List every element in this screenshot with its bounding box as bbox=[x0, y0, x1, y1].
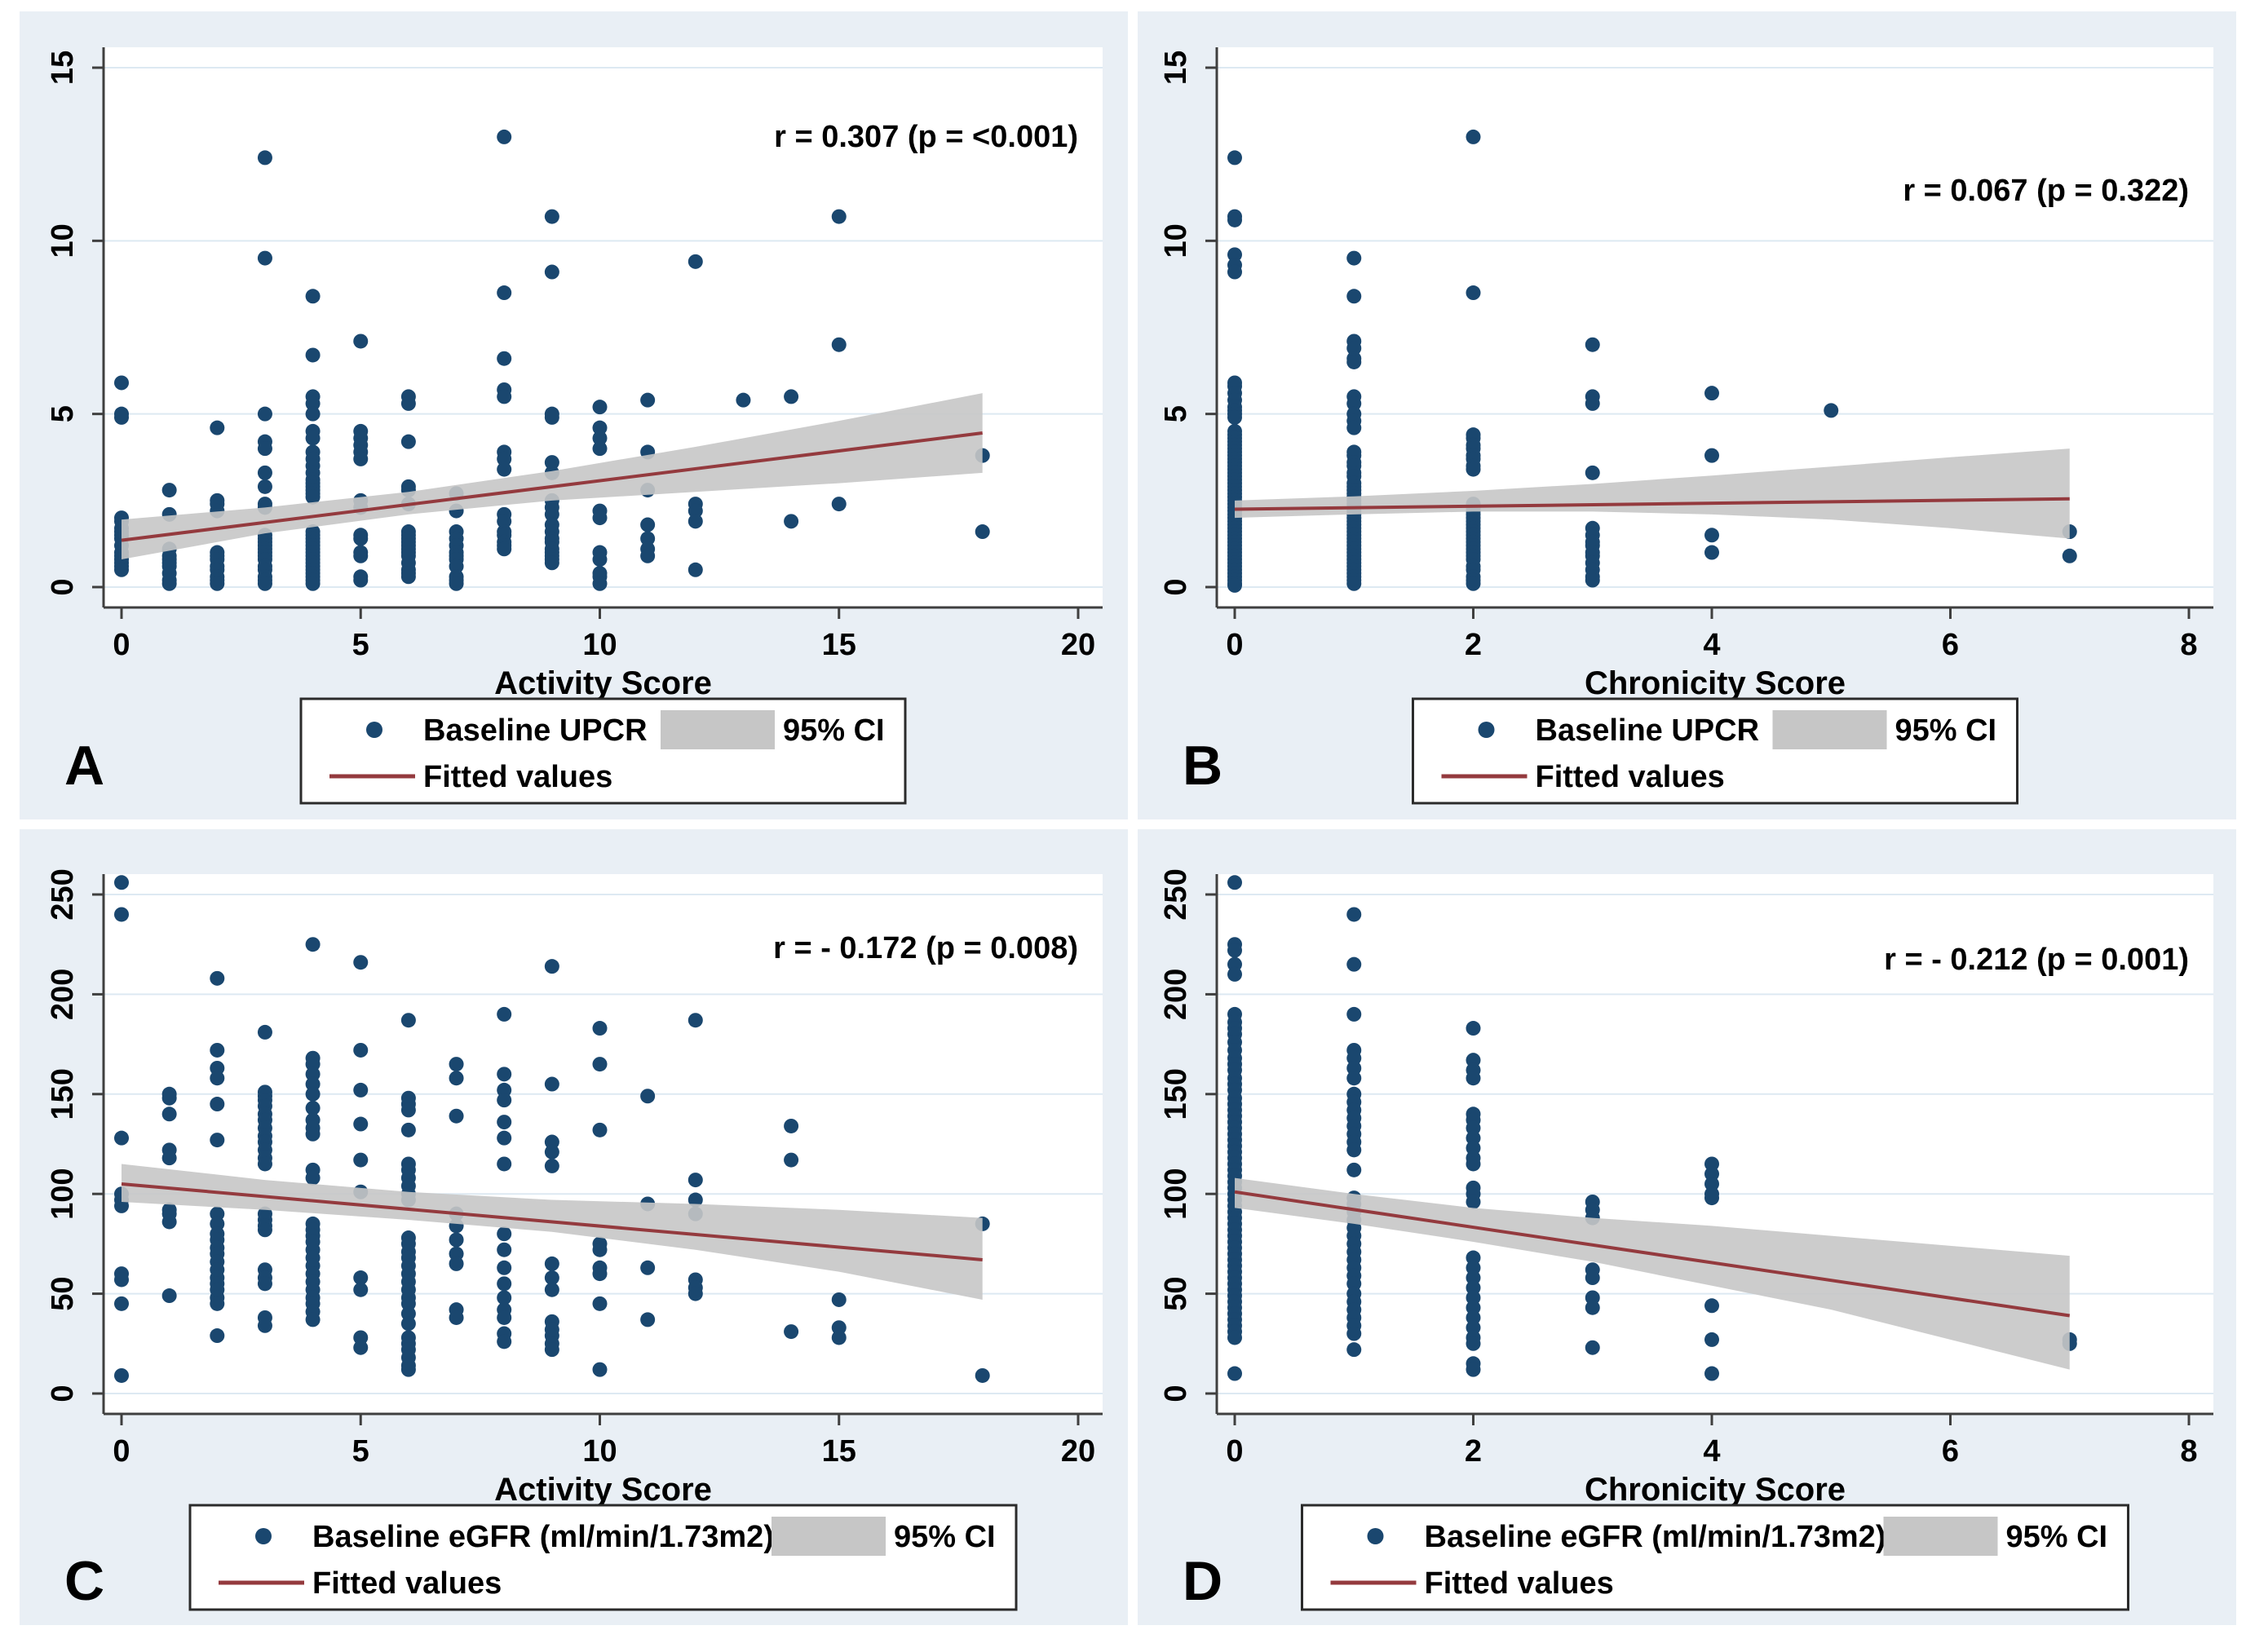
legend-fit-label: Fitted values bbox=[1536, 760, 1725, 794]
svg-text:15: 15 bbox=[46, 51, 80, 85]
correlation-annotation: r = 0.067 (p = 0.322) bbox=[1903, 174, 2189, 208]
svg-text:6: 6 bbox=[1942, 1434, 1959, 1469]
svg-text:50: 50 bbox=[46, 1276, 80, 1310]
svg-text:100: 100 bbox=[1159, 1168, 1193, 1219]
svg-text:200: 200 bbox=[1159, 969, 1193, 1020]
legend-ci-swatch bbox=[1883, 1517, 1998, 1556]
svg-text:250: 250 bbox=[46, 868, 80, 920]
legend-marker-label: Baseline UPCR bbox=[423, 713, 648, 748]
legend-fit-label: Fitted values bbox=[1425, 1566, 1614, 1601]
svg-text:0: 0 bbox=[1226, 628, 1243, 662]
legend-marker-label: Baseline UPCR bbox=[1536, 713, 1760, 748]
svg-text:8: 8 bbox=[2180, 1434, 2197, 1469]
svg-text:4: 4 bbox=[1703, 628, 1720, 662]
svg-text:0: 0 bbox=[1159, 1385, 1193, 1402]
legend-ci-swatch bbox=[1772, 710, 1887, 749]
svg-text:150: 150 bbox=[46, 1068, 80, 1120]
correlation-annotation: r = - 0.172 (p = 0.008) bbox=[773, 931, 1078, 965]
svg-text:8: 8 bbox=[2180, 628, 2197, 662]
legend-marker-dot bbox=[1367, 1528, 1384, 1544]
svg-text:0: 0 bbox=[113, 628, 130, 662]
svg-text:4: 4 bbox=[1703, 1434, 1720, 1469]
legend-ci-swatch bbox=[772, 1517, 886, 1556]
x-axis-title: Activity Score bbox=[494, 1472, 712, 1508]
legend-box bbox=[299, 697, 907, 805]
svg-text:2: 2 bbox=[1465, 1434, 1482, 1469]
svg-text:0: 0 bbox=[46, 578, 80, 595]
legend-marker-dot bbox=[255, 1528, 272, 1544]
panel-letter: A bbox=[64, 735, 104, 797]
svg-text:10: 10 bbox=[1159, 223, 1193, 258]
legend-marker-dot bbox=[366, 722, 382, 738]
svg-text:10: 10 bbox=[46, 223, 80, 258]
panel-a-upcr-vs-activity: 0 5 10 15 20 0 5 10 15 Activity Score r = 0.307 (p… bbox=[20, 11, 1128, 819]
svg-text:50: 50 bbox=[1159, 1276, 1193, 1310]
chart-b-canvas: 0 2 4 6 8 0 5 10 15 Chronicity Score r = 0.067 (p … bbox=[1159, 47, 2213, 805]
svg-text:0: 0 bbox=[1159, 578, 1193, 595]
legend-ci-swatch bbox=[661, 710, 775, 749]
panel-letter: D bbox=[1183, 1550, 1222, 1612]
svg-text:150: 150 bbox=[1159, 1068, 1193, 1120]
x-axis-title: Chronicity Score bbox=[1585, 1472, 1846, 1508]
panel-c-egfr-vs-activity: 0 5 10 15 20 0 50 100 150 200 250 Activity Score r =… bbox=[20, 829, 1128, 1625]
svg-text:2: 2 bbox=[1465, 628, 1482, 662]
svg-text:6: 6 bbox=[1942, 628, 1959, 662]
svg-text:5: 5 bbox=[352, 1434, 369, 1469]
legend-marker-label: Baseline eGFR (ml/min/1.73m2) bbox=[312, 1520, 774, 1554]
svg-text:15: 15 bbox=[822, 1434, 856, 1469]
svg-text:15: 15 bbox=[822, 628, 856, 662]
legend-ci-label: 95% CI bbox=[1895, 713, 1997, 748]
svg-text:10: 10 bbox=[582, 1434, 617, 1469]
correlation-annotation: r = - 0.212 (p = 0.001) bbox=[1884, 943, 2189, 977]
svg-text:15: 15 bbox=[1159, 51, 1193, 85]
legend-ci-label: 95% CI bbox=[2006, 1520, 2108, 1554]
correlation-annotation: r = 0.307 (p = <0.001) bbox=[774, 120, 1078, 154]
legend-box bbox=[1412, 697, 2018, 805]
panel-letter: B bbox=[1183, 735, 1222, 797]
svg-text:5: 5 bbox=[1159, 405, 1193, 422]
legend-ci-label: 95% CI bbox=[894, 1520, 996, 1554]
legend-marker-dot bbox=[1478, 722, 1495, 738]
chart-a-canvas: 0 5 10 15 20 0 5 10 15 Activity Score r = 0.307 (p… bbox=[46, 47, 1103, 805]
svg-text:0: 0 bbox=[46, 1385, 80, 1402]
panel-b-upcr-vs-chronicity: 0 2 4 6 8 0 5 10 15 Chronicity Score r = 0.067 (p … bbox=[1138, 11, 2236, 819]
legend-marker-label: Baseline eGFR (ml/min/1.73m2) bbox=[1425, 1520, 1886, 1554]
svg-text:250: 250 bbox=[1159, 868, 1193, 920]
svg-text:5: 5 bbox=[46, 405, 80, 422]
svg-text:200: 200 bbox=[46, 969, 80, 1020]
svg-text:20: 20 bbox=[1061, 1434, 1095, 1469]
legend-fit-label: Fitted values bbox=[423, 760, 612, 794]
x-axis-title: Chronicity Score bbox=[1585, 665, 1846, 701]
panel-letter: C bbox=[64, 1550, 104, 1612]
svg-text:20: 20 bbox=[1061, 628, 1095, 662]
svg-text:0: 0 bbox=[1226, 1434, 1243, 1469]
panel-d-egfr-vs-chronicity: 0 2 4 6 8 0 50 100 150 200 250 Chronicity Score r = … bbox=[1138, 829, 2236, 1625]
legend-fit-label: Fitted values bbox=[312, 1566, 502, 1601]
chart-d-canvas: 0 2 4 6 8 0 50 100 150 200 250 Chronicity Score r = … bbox=[1159, 868, 2213, 1612]
x-axis-title: Activity Score bbox=[494, 665, 712, 701]
legend-ci-label: 95% CI bbox=[783, 713, 885, 748]
svg-text:5: 5 bbox=[352, 628, 369, 662]
svg-text:10: 10 bbox=[582, 628, 617, 662]
svg-text:0: 0 bbox=[113, 1434, 130, 1469]
svg-text:100: 100 bbox=[46, 1168, 80, 1219]
